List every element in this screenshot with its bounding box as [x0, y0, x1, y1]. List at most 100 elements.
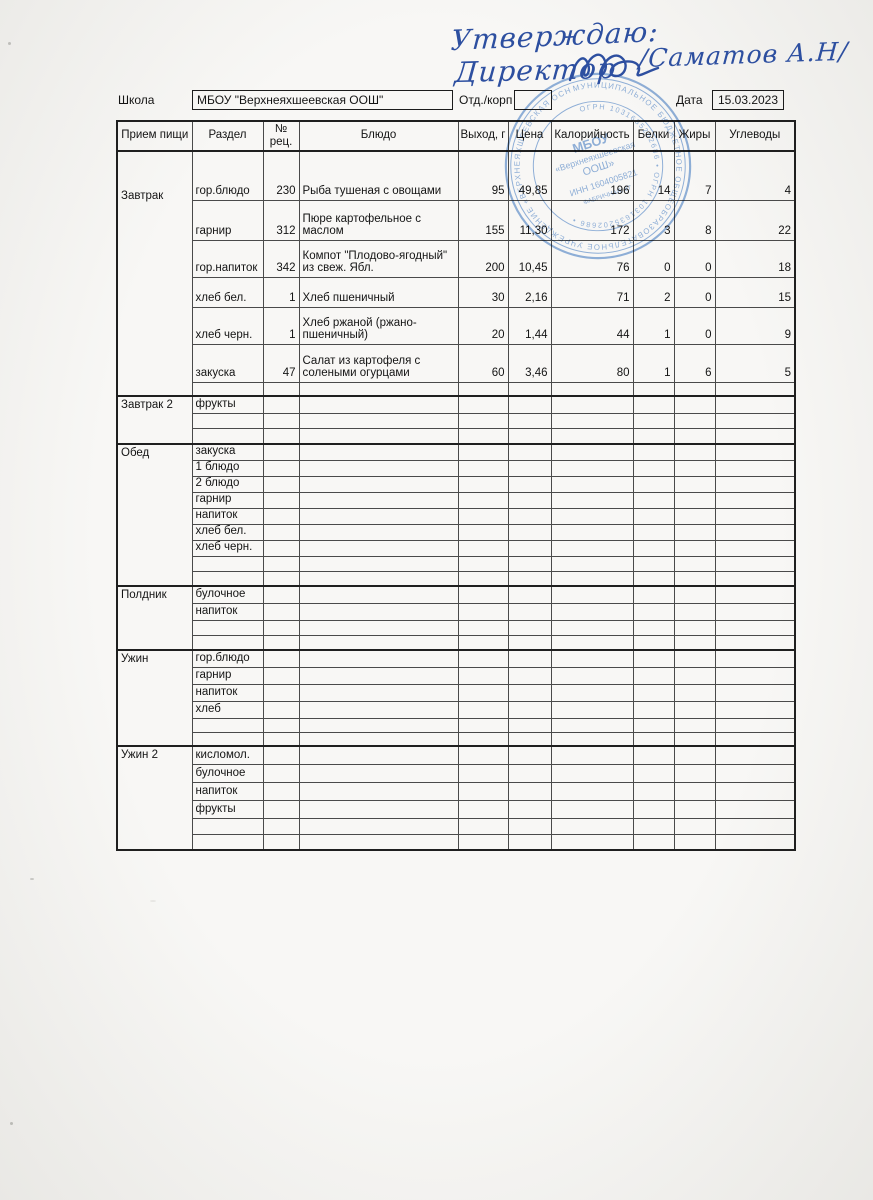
cell-fat [673, 731, 716, 747]
cell-razdel: булочное [191, 763, 264, 783]
cell-razdel [191, 817, 264, 835]
cell-out [457, 763, 509, 783]
table-row: Завтрак 2 фрукты [116, 395, 796, 445]
cell-razdel: закуска [191, 344, 264, 384]
cell-fat [673, 717, 716, 733]
table-row: хлеб черн. 1 Хлеб ржаной (ржано-пшеничный)… [117, 307, 796, 346]
cell-price [507, 382, 552, 397]
cell-out [457, 799, 509, 819]
cell-dish: Хлеб пшеничный [298, 277, 459, 309]
cell-num [262, 666, 300, 685]
handwriting-name: /Саматов А.Н/ [637, 36, 850, 74]
cell-razdel [191, 634, 264, 651]
cell-fat [673, 649, 716, 668]
cell-fat [673, 634, 716, 651]
cell-carbs: 5 [714, 344, 796, 384]
cell-num [262, 619, 300, 636]
cell-razdel [191, 731, 264, 747]
cell-razdel [191, 717, 264, 733]
cell-dish [298, 585, 459, 604]
cell-dish [298, 634, 459, 651]
signature-scribble [568, 53, 660, 82]
cell-dish [298, 413, 459, 430]
cell-out [457, 539, 509, 557]
meal-name-cell: Полдник [116, 585, 193, 651]
cell-fat [673, 491, 716, 509]
scan-speck [10, 1122, 13, 1125]
cell-dish [298, 507, 459, 525]
cell-razdel: напиток [191, 683, 264, 702]
cell-out [457, 395, 509, 415]
table-row [117, 413, 796, 430]
cell-fat [673, 602, 716, 621]
cell-out [457, 491, 509, 509]
cell-protein [632, 781, 675, 801]
table-row: Ужин 2 кисломол. [116, 745, 796, 851]
cell-num [262, 763, 300, 783]
cell-out [457, 619, 509, 636]
cell-carbs [714, 585, 796, 604]
cell-protein [632, 382, 675, 397]
cell-carbs [714, 799, 796, 819]
cell-carbs [714, 555, 796, 572]
cell-carbs [714, 833, 796, 851]
scan-speck [150, 900, 156, 902]
cell-num: 47 [262, 344, 300, 384]
cell-fat [673, 413, 716, 430]
cell-num: 1 [262, 307, 300, 346]
cell-fat [673, 570, 716, 587]
cell-out: 20 [457, 307, 509, 346]
cell-protein [632, 634, 675, 651]
cell-protein [632, 649, 675, 668]
cell-dish: Рыба тушеная с овощами [298, 150, 459, 202]
cell-out [457, 428, 509, 445]
cell-fat [673, 523, 716, 541]
cell-protein [632, 570, 675, 587]
cell-carbs [714, 475, 796, 493]
cell-carbs [714, 459, 796, 477]
cell-razdel [191, 555, 264, 572]
cell-razdel: 2 блюдо [191, 475, 264, 493]
cell-dish [298, 717, 459, 733]
meal-name-cell: Завтрак 2 [116, 395, 193, 445]
cell-razdel: булочное [191, 585, 264, 604]
cell-price [507, 799, 552, 819]
cell-num [262, 555, 300, 572]
cell-kcal [550, 634, 634, 651]
table-row [117, 382, 796, 397]
cell-kcal [550, 475, 634, 493]
cell-out [457, 602, 509, 621]
cell-kcal [550, 413, 634, 430]
cell-price [507, 570, 552, 587]
table-row: хлеб бел. [117, 523, 796, 541]
cell-protein [632, 731, 675, 747]
column-header-9: Углеводы [714, 120, 796, 152]
cell-kcal [550, 833, 634, 851]
cell-num [262, 781, 300, 801]
cell-out: 30 [457, 277, 509, 309]
cell-fat [673, 666, 716, 685]
cell-out [457, 585, 509, 604]
table-row: Ужин гор.блюдо [116, 649, 796, 747]
column-header-3: Блюдо [298, 120, 459, 152]
cell-protein [632, 413, 675, 430]
cell-fat [673, 443, 716, 461]
cell-kcal: 80 [550, 344, 634, 384]
cell-carbs [714, 570, 796, 587]
date-value: 15.03.2023 [717, 93, 779, 107]
cell-out [457, 649, 509, 668]
cell-num [262, 382, 300, 397]
cell-num: 1 [262, 277, 300, 309]
cell-carbs: 18 [714, 240, 796, 279]
cell-carbs [714, 428, 796, 445]
cell-carbs [714, 491, 796, 509]
cell-protein [632, 817, 675, 835]
cell-fat [673, 459, 716, 477]
cell-dish [298, 799, 459, 819]
meal-name-cell: Обед [116, 443, 193, 587]
cell-kcal [550, 523, 634, 541]
cell-fat [673, 555, 716, 572]
cell-dish: Компот "Плодово-ягодный" из свеж. Ябл. [298, 240, 459, 279]
cell-num [262, 745, 300, 765]
